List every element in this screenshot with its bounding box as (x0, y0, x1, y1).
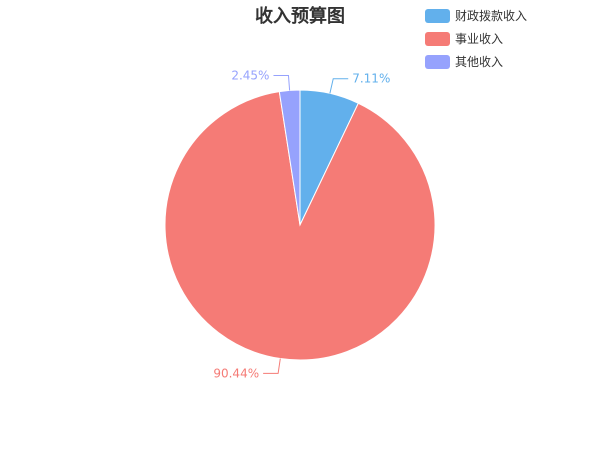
legend-label-other: 其他收入 (455, 55, 504, 69)
legend-item-fiscal[interactable]: 财政拨款收入 (425, 4, 527, 27)
legend-swatch-business (425, 31, 450, 46)
pie-label-business: 90.44% (213, 366, 259, 380)
legend-item-business[interactable]: 事业收入 (425, 27, 527, 50)
legend-label-fiscal: 财政拨款收入 (455, 9, 528, 23)
pie-leader-other (273, 74, 291, 91)
legend-swatch-fiscal (425, 8, 450, 23)
pie-leader-fiscal (329, 78, 349, 94)
legend-item-other[interactable]: 其他收入 (425, 50, 527, 73)
pie-leader-business (263, 358, 281, 374)
legend-swatch-other (425, 54, 450, 69)
legend: 财政拨款收入 事业收入 其他收入 (425, 4, 527, 73)
legend-label-business: 事业收入 (455, 32, 504, 46)
pie-label-fiscal: 7.11% (352, 72, 390, 86)
pie-label-other: 2.45% (231, 68, 269, 82)
chart-title: 收入预算图 (255, 6, 345, 27)
